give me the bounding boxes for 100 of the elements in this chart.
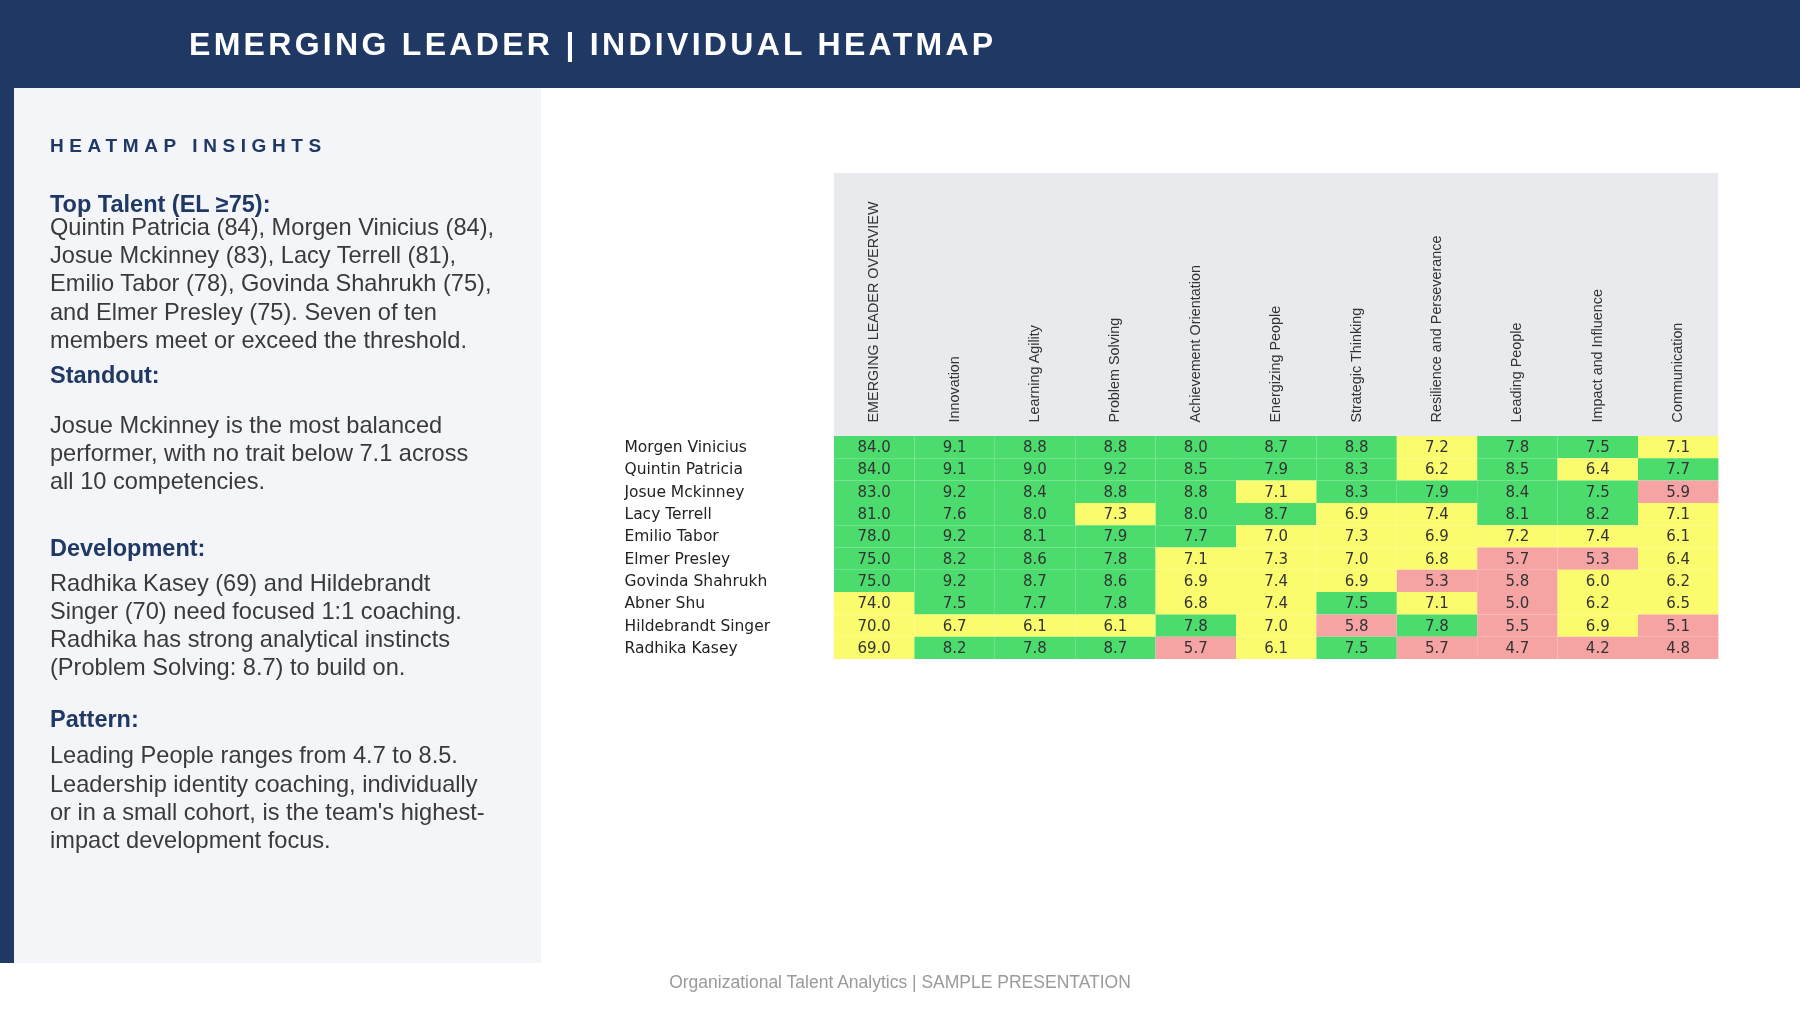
data-label: 84.0	[857, 460, 891, 479]
text: Leading People ranges from 4.7 to 8.5. Leadership identity coaching, individually or in a small cohort, is the team's highest-impact development focus.	[50, 741, 486, 855]
chart-title: EMERGING LEADER | INDIVIDUAL HEATMAP	[189, 25, 997, 64]
data-label: 8.5	[1183, 460, 1208, 479]
x-tick-label: Achievement Orientation	[1186, 265, 1203, 423]
x-tick-label: Strategic Thinking	[1347, 307, 1364, 423]
data-label: 8.0	[1023, 505, 1047, 524]
text: Standout:	[50, 362, 161, 389]
data-label: 8.6	[1103, 571, 1128, 590]
data-label: 5.9	[1666, 482, 1691, 501]
data-label: 7.8	[1183, 616, 1208, 635]
data-label: 70.0	[857, 616, 891, 635]
data-label: 7.4	[1264, 571, 1289, 590]
text: Top Talent (EL ≥75):	[50, 191, 272, 217]
x-tick-label: EMERGING LEADER OVERVIEW	[865, 201, 882, 423]
data-label: 6.2	[1585, 594, 1610, 613]
data-label: 7.8	[1425, 616, 1449, 635]
data-label: 9.0	[1023, 460, 1047, 479]
text: HEATMAP INSIGHTS	[50, 134, 328, 158]
page-banner: EMERGING LEADER | INDIVIDUAL HEATMAP	[0, 0, 1800, 88]
data-label: 9.2	[942, 527, 967, 546]
data-label: 8.8	[1023, 438, 1047, 457]
data-label: 81.0	[857, 505, 891, 524]
data-label: 9.2	[942, 482, 967, 501]
data-label: 6.5	[1666, 594, 1691, 613]
data-label: 5.7	[1183, 638, 1208, 657]
data-label: 75.0	[857, 571, 891, 590]
data-label: 6.2	[1666, 571, 1691, 590]
x-tick-label: Resilience and Perseverance	[1427, 235, 1444, 423]
data-label: 7.5	[1344, 638, 1369, 657]
data-label: 8.3	[1344, 482, 1369, 501]
data-label: 8.0	[1183, 505, 1208, 524]
data-label: 5.7	[1505, 549, 1530, 568]
data-label: 7.4	[1264, 594, 1289, 613]
data-label: 8.6	[1023, 549, 1047, 568]
data-label: 6.1	[1103, 616, 1128, 635]
data-label: 7.4	[1585, 527, 1610, 546]
data-label: 8.8	[1103, 438, 1128, 457]
text: Radhika Kasey (69) and Hildebrandt Singer (70) need focused 1:1 coaching. Radhika has strong analytical instincts (Problem Solving: 8.7) to build on.	[50, 568, 463, 682]
data-label: 8.8	[1103, 482, 1128, 501]
y-tick-label: Josue Mckinney	[623, 482, 745, 501]
data-label: 78.0	[857, 527, 891, 546]
data-label: 6.9	[1344, 571, 1369, 590]
data-label: 7.7	[1023, 594, 1047, 613]
data-label: 8.0	[1183, 438, 1208, 457]
data-label: 7.8	[1103, 594, 1128, 613]
data-label: 8.4	[1505, 482, 1530, 501]
data-label: 7.5	[942, 594, 967, 613]
data-label: 8.2	[942, 549, 967, 568]
data-label: 7.8	[1103, 549, 1128, 568]
data-label: 5.7	[1425, 638, 1449, 657]
data-label: 5.8	[1505, 571, 1530, 590]
data-label: 6.1	[1023, 616, 1047, 635]
data-label: 74.0	[857, 594, 891, 613]
data-label: 7.5	[1585, 438, 1610, 457]
data-label: 6.9	[1585, 616, 1610, 635]
data-label: 5.8	[1344, 616, 1369, 635]
data-label: 7.5	[1585, 482, 1610, 501]
data-label: 5.3	[1425, 571, 1449, 590]
x-tick-label: Learning Agility	[1026, 324, 1042, 423]
data-label: 7.6	[942, 505, 967, 524]
data-label: 7.3	[1344, 527, 1369, 546]
data-label: 7.7	[1183, 527, 1208, 546]
data-label: 84.0	[857, 438, 891, 457]
data-label: 7.2	[1425, 438, 1449, 457]
data-label: 8.7	[1264, 505, 1289, 524]
y-tick-label: Govinda Shahrukh	[624, 571, 768, 590]
data-label: 5.3	[1585, 549, 1610, 568]
x-tick-label: Energizing People	[1267, 305, 1284, 423]
data-label: 9.2	[1103, 460, 1128, 479]
data-label: 75.0	[857, 549, 891, 568]
y-tick-label: Abner Shu	[624, 594, 706, 613]
y-tick-label: Quintin Patricia	[624, 460, 743, 479]
data-label: 7.1	[1264, 482, 1289, 501]
data-label: 8.1	[1023, 527, 1047, 546]
x-tick-label: Innovation	[945, 356, 962, 423]
data-label: 8.8	[1183, 482, 1208, 501]
x-tick-label: Communication	[1669, 322, 1686, 423]
data-label: 6.1	[1264, 638, 1289, 657]
data-label: 6.9	[1183, 571, 1208, 590]
data-label: 7.4	[1425, 505, 1449, 524]
y-tick-label: Emilio Tabor	[624, 527, 720, 546]
data-label: 7.7	[1666, 460, 1691, 479]
data-label: 8.8	[1344, 438, 1369, 457]
y-tick-label: Morgen Vinicius	[624, 438, 747, 457]
data-label: 4.8	[1666, 638, 1691, 657]
data-label: 8.7	[1103, 638, 1128, 657]
y-tick-label: Radhika Kasey	[624, 638, 738, 657]
data-label: 6.2	[1425, 460, 1449, 479]
data-label: 9.2	[942, 571, 967, 590]
data-label: 6.4	[1666, 549, 1691, 568]
data-label: 6.9	[1425, 527, 1449, 546]
data-label: 8.2	[942, 638, 967, 657]
data-label: 5.1	[1666, 616, 1691, 635]
data-label: 7.1	[1666, 505, 1691, 524]
data-label: 6.7	[942, 616, 967, 635]
text: Pattern:	[50, 706, 140, 733]
x-tick-label: Impact and Influence	[1588, 289, 1605, 423]
y-tick-label: Lacy Terrell	[624, 505, 712, 524]
data-label: 8.7	[1264, 438, 1289, 457]
